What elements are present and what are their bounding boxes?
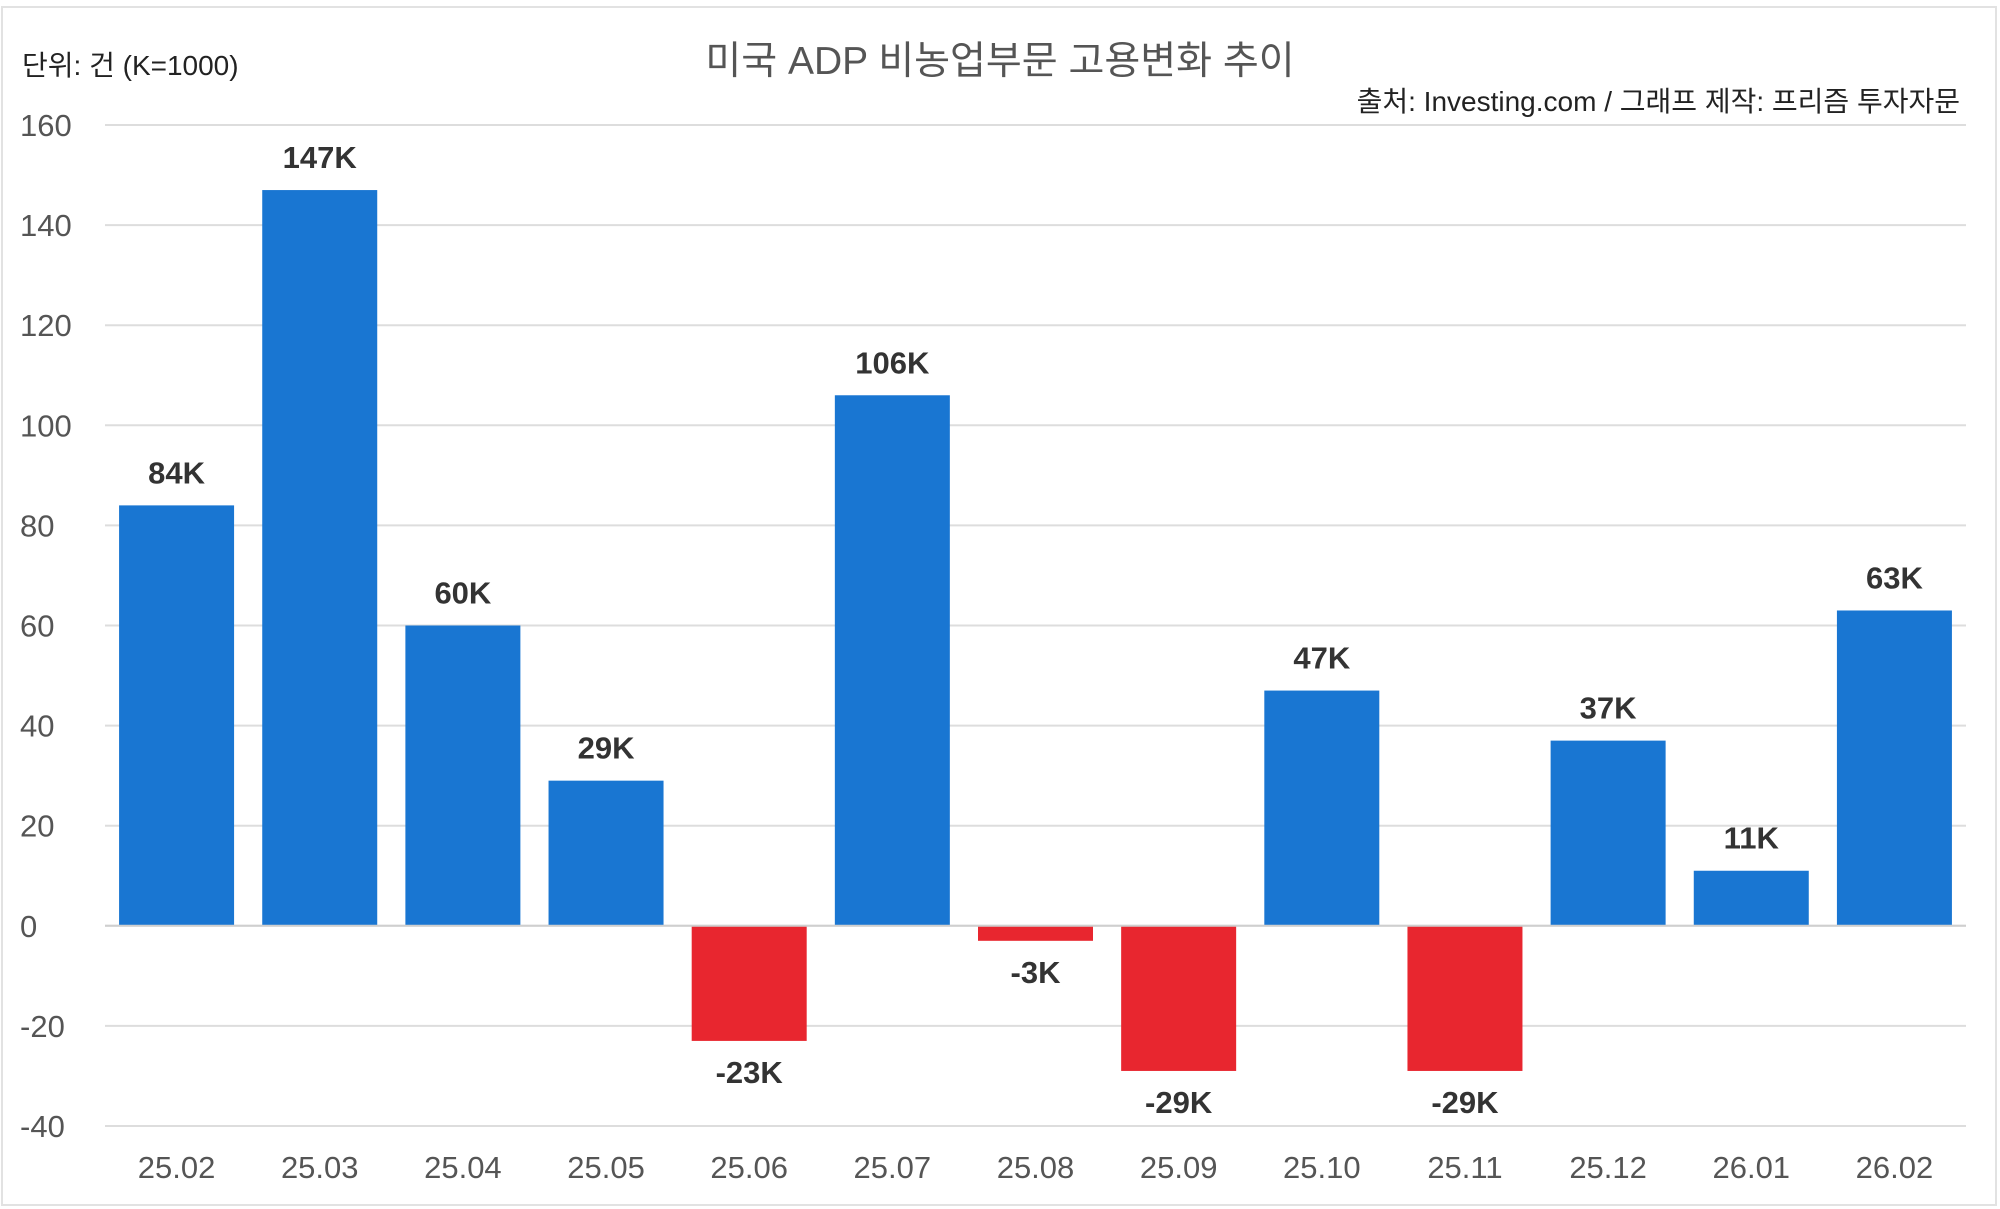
y-tick-label: -20 <box>20 1009 65 1044</box>
x-tick-label: 25.06 <box>710 1150 788 1185</box>
bar <box>1836 610 1952 926</box>
x-tick-label: 25.05 <box>567 1150 645 1185</box>
x-tick-label: 25.04 <box>424 1150 502 1185</box>
x-tick-label: 26.01 <box>1712 1150 1790 1185</box>
data-label: 147K <box>283 140 358 175</box>
bar <box>262 190 378 926</box>
data-label: -3K <box>1011 955 1062 990</box>
bar <box>1407 925 1523 1071</box>
y-tick-label: 40 <box>20 709 54 744</box>
x-tick-label: 25.08 <box>997 1150 1075 1185</box>
y-tick-label: 20 <box>20 809 54 844</box>
x-tick-label: 25.11 <box>1427 1150 1502 1185</box>
y-tick-label: 60 <box>20 609 54 644</box>
y-tick-label: 160 <box>20 108 72 143</box>
x-tick-label: 26.02 <box>1856 1150 1934 1185</box>
data-label: -29K <box>1145 1085 1213 1120</box>
x-tick-label: 25.09 <box>1140 1150 1218 1185</box>
data-label: 63K <box>1866 560 1923 595</box>
x-tick-label: 25.12 <box>1569 1150 1647 1185</box>
bar <box>1264 690 1380 926</box>
data-label: 84K <box>148 455 205 490</box>
y-tick-label: 140 <box>20 208 72 243</box>
x-tick-label: 25.03 <box>281 1150 359 1185</box>
x-tick-label: 25.10 <box>1283 1150 1361 1185</box>
y-tick-label: 120 <box>20 308 72 343</box>
bar <box>834 395 950 926</box>
data-label: 47K <box>1293 641 1350 676</box>
data-label: 11K <box>1724 821 1780 856</box>
unit-label: 단위: 건 (K=1000) <box>22 50 239 81</box>
y-tick-label: 100 <box>20 408 72 443</box>
y-tick-label: -40 <box>20 1109 65 1144</box>
bar <box>119 505 235 926</box>
data-label: 37K <box>1580 691 1637 726</box>
data-label: 60K <box>434 576 491 611</box>
bar <box>691 925 807 1041</box>
bar <box>548 780 664 926</box>
data-label: 106K <box>855 345 930 380</box>
y-tick-label: 0 <box>20 909 37 944</box>
data-label: 29K <box>578 731 635 766</box>
bar <box>978 925 1093 941</box>
chart-frame <box>1 6 1997 1206</box>
source-label: 출처: Investing.com / 그래프 제작: 프리즘 투자자문 <box>1356 86 1960 117</box>
bar <box>1550 740 1666 926</box>
x-tick-label: 25.07 <box>854 1150 932 1185</box>
bar <box>1693 870 1809 926</box>
chart-title: 미국 ADP 비농업부문 고용변화 추이 <box>705 40 1295 83</box>
data-label: -29K <box>1431 1085 1499 1120</box>
bar <box>405 625 521 926</box>
data-label: -23K <box>716 1055 784 1090</box>
bar <box>1121 925 1237 1071</box>
x-tick-label: 25.02 <box>138 1150 216 1185</box>
y-tick-label: 80 <box>20 508 54 543</box>
